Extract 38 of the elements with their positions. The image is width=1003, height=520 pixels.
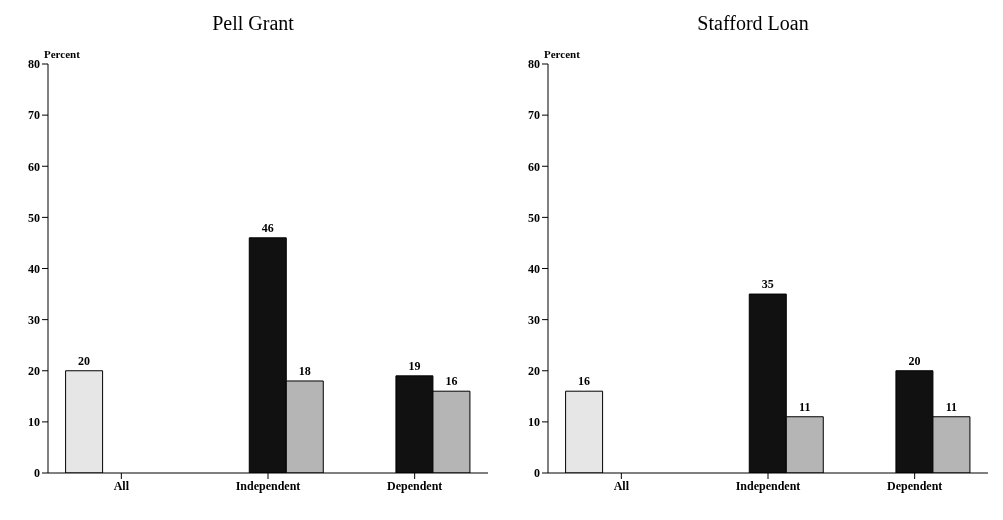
y-tick-label: 0 bbox=[534, 466, 540, 481]
chart-title: Stafford Loan bbox=[696, 11, 810, 36]
y-axis-title: Percent bbox=[44, 48, 80, 60]
y-tick-label: 50 bbox=[528, 210, 540, 225]
y-tick-label: 40 bbox=[28, 261, 40, 276]
data-label: 16 bbox=[578, 374, 591, 389]
y-tick-label: 70 bbox=[528, 108, 540, 123]
chart-title: Pell Grant bbox=[211, 11, 295, 36]
y-tick-label: 80 bbox=[528, 57, 540, 72]
y-tick-label: 40 bbox=[528, 261, 540, 276]
y-tick-label: 80 bbox=[28, 57, 40, 72]
y-tick-label: 20 bbox=[28, 364, 40, 379]
data-label: 20 bbox=[908, 353, 921, 368]
y-tick-label: 50 bbox=[28, 210, 40, 225]
y-tick-label: 60 bbox=[28, 159, 40, 174]
y-tick-label: 10 bbox=[28, 415, 40, 430]
data-label: 35 bbox=[761, 277, 774, 292]
data-label: 11 bbox=[945, 399, 958, 414]
x-tick-label: Independent bbox=[235, 478, 301, 493]
x-tick-label: Dependent bbox=[886, 478, 943, 493]
x-tick-label: All bbox=[613, 478, 630, 493]
y-tick-label: 10 bbox=[528, 415, 540, 430]
y-tick-label: 30 bbox=[528, 312, 540, 327]
y-axis-title: Percent bbox=[544, 48, 580, 60]
x-tick-label: Dependent bbox=[386, 478, 443, 493]
data-label: 20 bbox=[78, 353, 91, 368]
y-tick-label: 60 bbox=[528, 159, 540, 174]
data-label: 11 bbox=[799, 399, 811, 414]
data-label: 16 bbox=[445, 374, 458, 389]
x-tick-label: All bbox=[113, 478, 130, 493]
x-tick-label: Independent bbox=[735, 478, 801, 493]
y-tick-label: 0 bbox=[34, 466, 40, 481]
data-label: 18 bbox=[298, 363, 311, 378]
y-tick-label: 70 bbox=[28, 108, 40, 123]
y-tick-label: 20 bbox=[528, 364, 540, 379]
y-tick-label: 30 bbox=[28, 312, 40, 327]
data-label: 46 bbox=[261, 220, 274, 235]
data-label: 19 bbox=[408, 358, 421, 373]
